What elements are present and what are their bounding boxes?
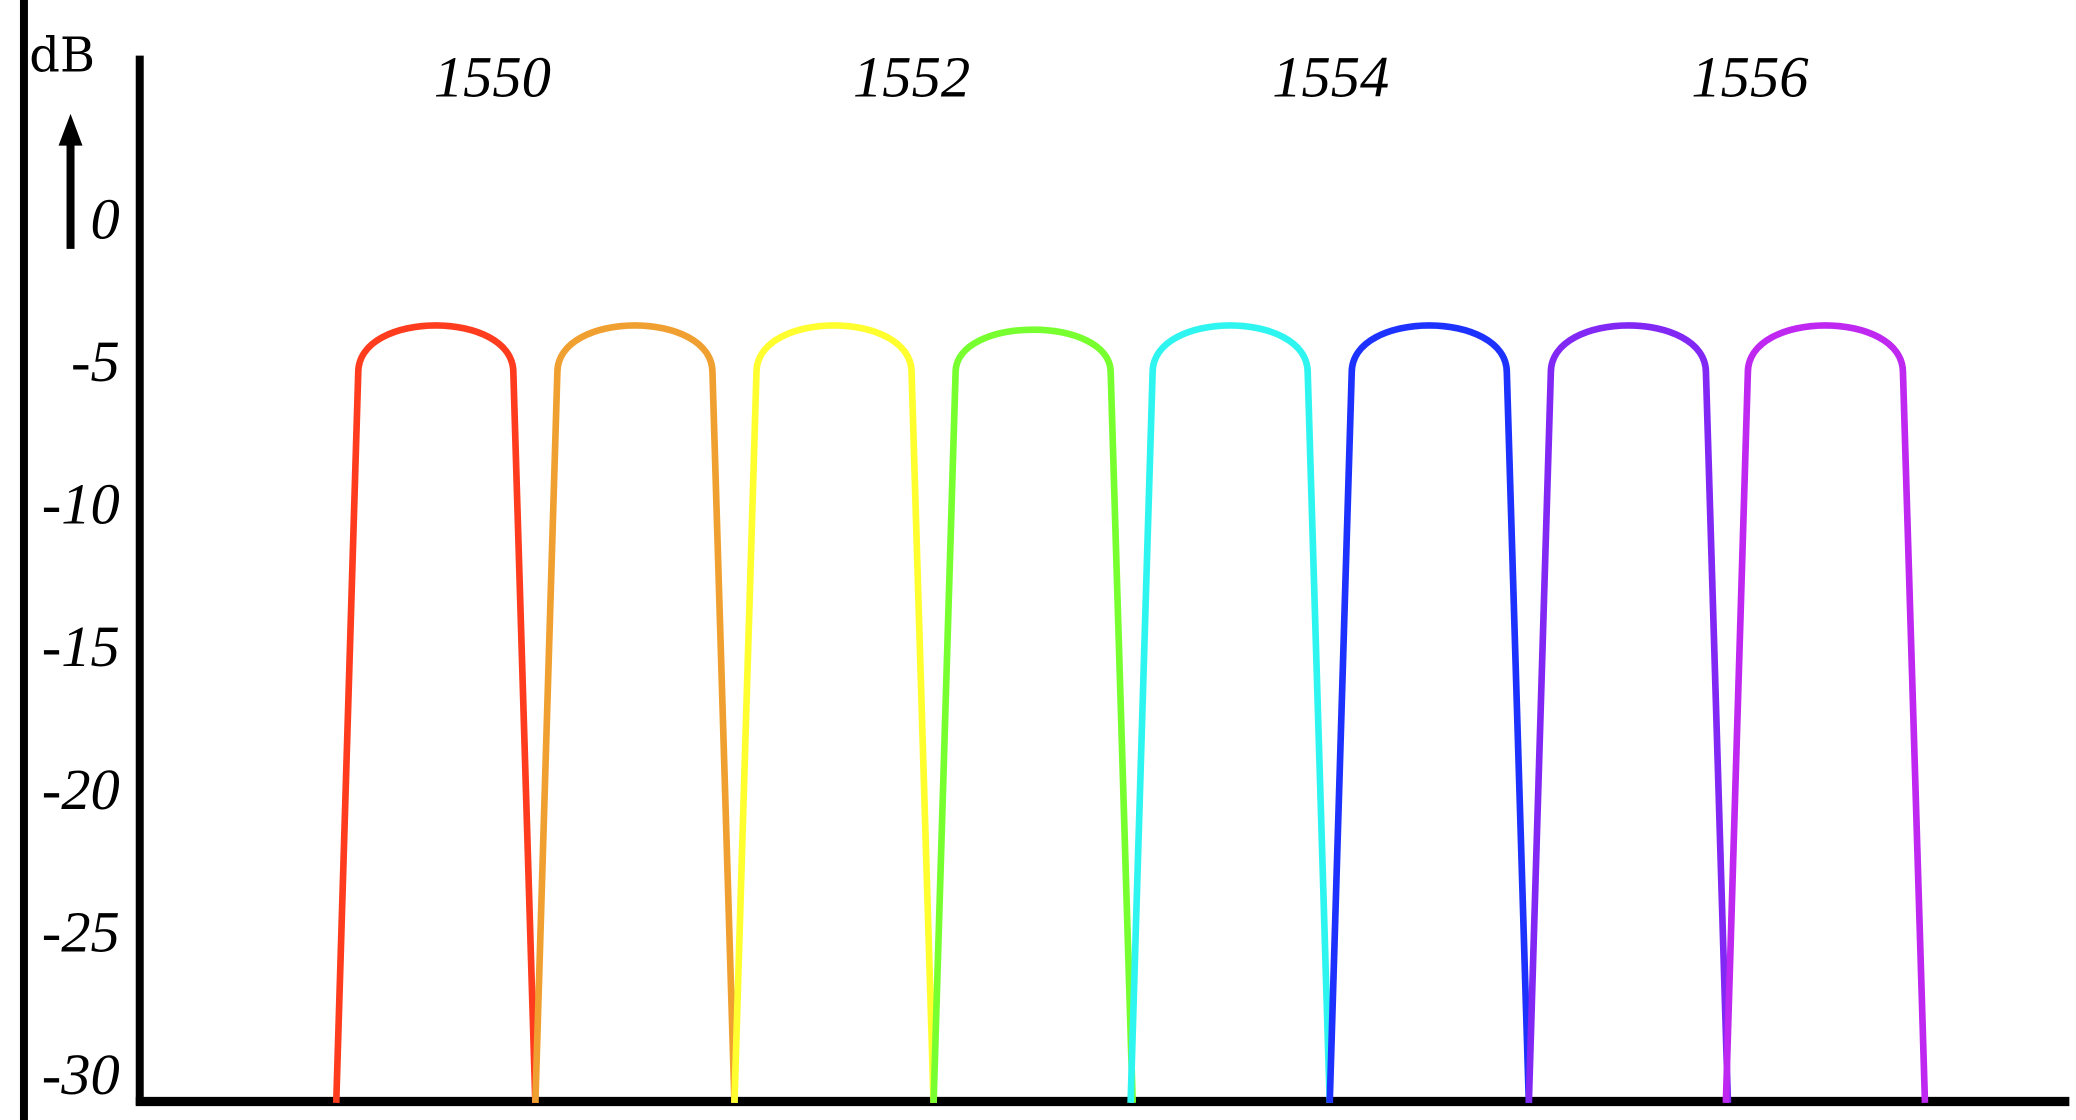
- x-tick-label: 1556: [1691, 45, 1808, 110]
- x-tick-label: 1552: [853, 45, 970, 110]
- y-tick-label: -10: [42, 472, 120, 537]
- channel-2-line: [532, 322, 738, 1103]
- channel-4-line: [930, 326, 1137, 1103]
- y-tick-label: -30: [42, 1042, 120, 1107]
- channel-8-line: [1722, 322, 1929, 1103]
- x-tick-label: 1554: [1272, 45, 1389, 110]
- channel-3-line: [731, 322, 937, 1103]
- y-axis-arrow-icon: [58, 113, 83, 249]
- y-tick-label: 0: [90, 186, 119, 251]
- y-axis-label: dB: [29, 29, 95, 84]
- y-tick-label: -15: [42, 614, 120, 679]
- left-border-line: [19, 0, 28, 1120]
- channel-1-line: [332, 322, 539, 1103]
- y-tick-label: -20: [42, 757, 120, 822]
- channel-7-line: [1525, 322, 1732, 1103]
- x-tick-label: 1550: [434, 45, 551, 110]
- channel-5-line: [1127, 322, 1334, 1103]
- channel-6-line: [1326, 322, 1533, 1103]
- y-tick-label: -25: [42, 900, 120, 965]
- y-tick-label: -5: [71, 329, 120, 394]
